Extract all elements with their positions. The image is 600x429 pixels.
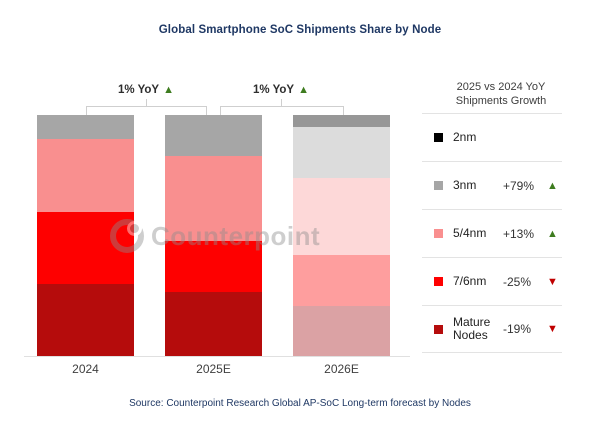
bracket-connector-2024-2025 [86, 106, 207, 115]
legend-swatch-icon [434, 181, 443, 190]
legend-item-mature-nodes: Mature Nodes -19% ▼ [422, 305, 562, 353]
segment-2nm-2026e [293, 115, 390, 128]
legend-label: 7/6nm [453, 274, 487, 288]
legend-label: 5/4nm [453, 226, 487, 240]
x-label-2024: 2024 [72, 362, 99, 376]
segment-7-6nm-2026e [293, 255, 390, 307]
legend-item-7-6nm: 7/6nm -25% ▼ [422, 257, 562, 305]
yoy-label: 1% YoY [117, 84, 160, 96]
segment-5-4nm-2026e [293, 177, 390, 256]
bracket-tick [146, 99, 147, 106]
legend-growth-value: +13% [503, 226, 535, 241]
legend-swatch-icon [434, 277, 443, 286]
stacked-bar-2024 [37, 115, 134, 357]
segment-7-6nm-2024 [37, 211, 134, 285]
legend-header-line2: Shipments Growth [455, 95, 547, 107]
up-triangle-icon: ▲ [298, 84, 309, 96]
x-label-2025e: 2025E [196, 362, 231, 376]
legend-swatch-icon [434, 229, 443, 238]
segment-mature-nodes-2024 [37, 284, 134, 357]
stacked-bar-2025e [165, 115, 262, 357]
bracket-connector-2025-2026 [220, 106, 344, 115]
legend-label: 2nm [453, 130, 477, 144]
legend-swatch-icon [434, 324, 443, 334]
legend-item-3nm: 3nm +79% ▲ [422, 161, 562, 209]
down-triangle-icon: ▼ [547, 275, 558, 288]
segment-3nm-2025e [165, 115, 262, 157]
segment-3nm-2026e [293, 127, 390, 178]
legend-rows: 2nm 3nm +79% ▲ 5/4nm +13% ▲ 7/6nm -25% ▼ Mature No… [422, 113, 562, 353]
legend-header-line1: 2025 vs 2024 YoY [456, 81, 546, 93]
legend-header: 2025 vs 2024 YoY Shipments Growth [422, 80, 580, 108]
legend-label: 3nm [453, 178, 477, 192]
segment-5-4nm-2024 [37, 139, 134, 212]
legend-label: Mature Nodes [453, 315, 491, 342]
x-axis-line [24, 356, 410, 357]
legend-swatch-icon [434, 133, 443, 142]
x-label-2026e: 2026E [324, 362, 359, 376]
legend-growth-value: -19% [503, 322, 532, 336]
legend-growth-value: +79% [503, 178, 535, 193]
segment-7-6nm-2025e [165, 240, 262, 292]
up-triangle-icon: ▲ [547, 227, 558, 240]
up-triangle-icon: ▲ [547, 179, 558, 192]
legend-item-5-4nm: 5/4nm +13% ▲ [422, 209, 562, 257]
legend-item-2nm: 2nm [422, 113, 562, 161]
legend: 2025 vs 2024 YoY Shipments Growth 2nm 3nm… [422, 80, 580, 353]
yoy-label: 1% YoY [252, 84, 295, 96]
segment-mature-nodes-2026e [293, 306, 390, 357]
down-triangle-icon: ▼ [547, 323, 558, 335]
source-note: Source: Counterpoint Research Global AP-… [129, 398, 471, 409]
yoy-annotation-2025: 1% YoY ▲ [86, 84, 206, 98]
segment-5-4nm-2025e [165, 156, 262, 241]
segment-mature-nodes-2025e [165, 291, 262, 357]
segment-3nm-2024 [37, 115, 134, 140]
legend-growth-value: -25% [503, 274, 532, 289]
up-triangle-icon: ▲ [163, 84, 174, 96]
stacked-bar-2026e [293, 115, 390, 357]
chart-title: Global Smartphone SoC Shipments Share by… [158, 24, 442, 36]
yoy-annotation-2026: 1% YoY ▲ [221, 84, 341, 98]
bracket-tick [281, 99, 282, 106]
